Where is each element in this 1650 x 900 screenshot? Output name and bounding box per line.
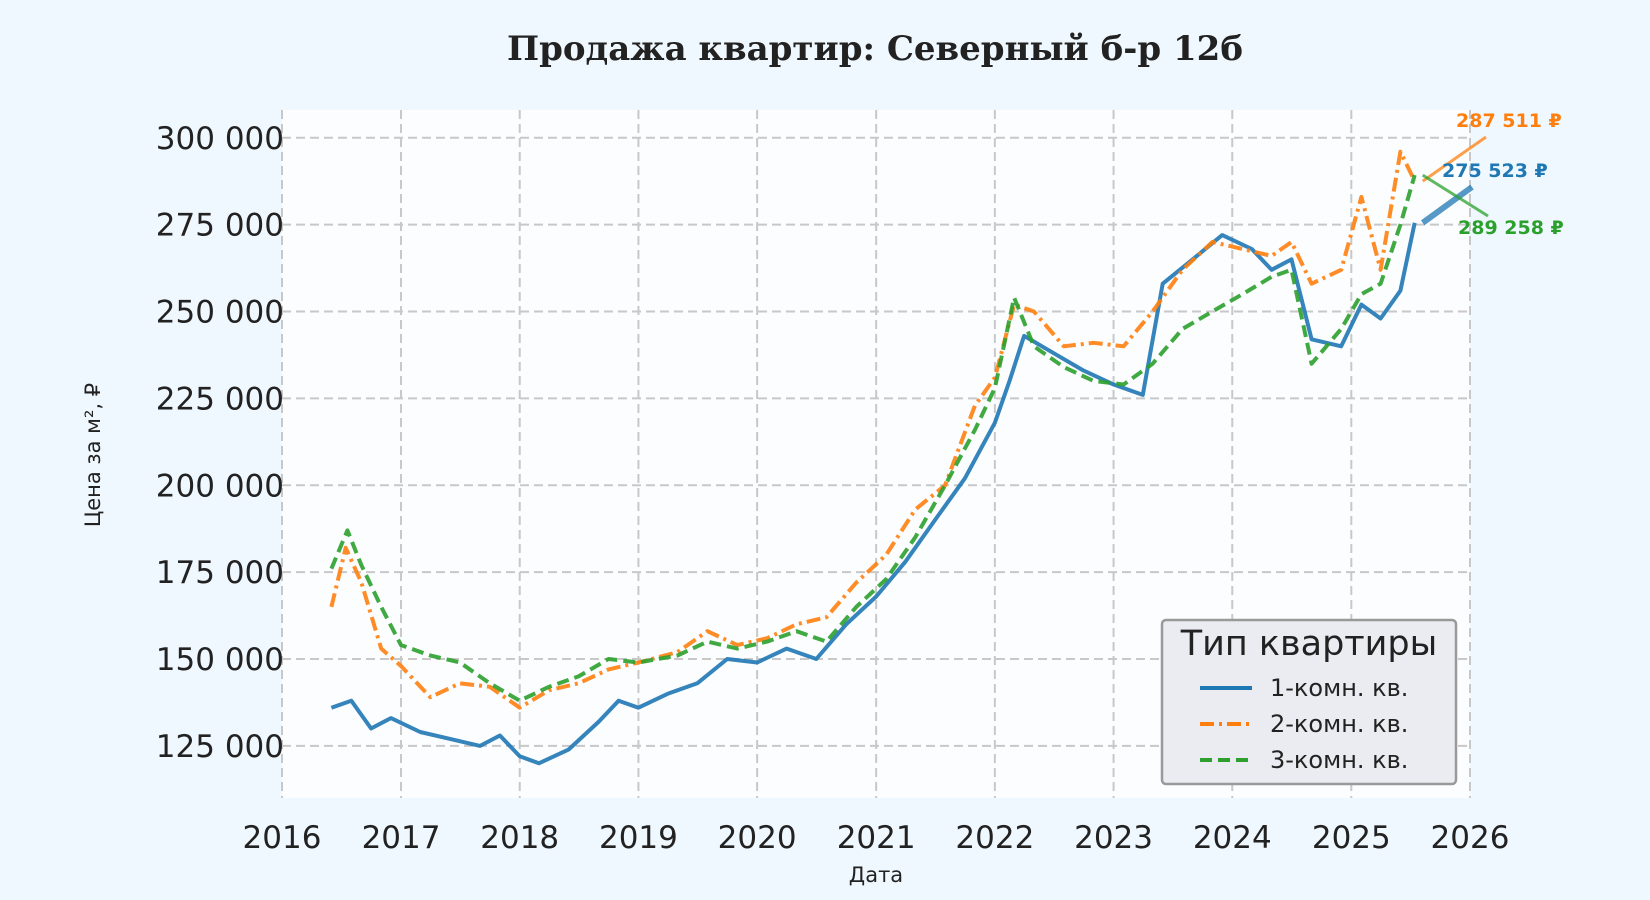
y-axis-ticks: 125 000 150 000 175 000 200 000 225 000 250 0… <box>156 121 284 765</box>
annotations: 287 511 ₽ 275 523 ₽ 289 258 ₽ <box>1420 110 1564 239</box>
y-tick-label: 250 000 <box>156 295 284 331</box>
y-tick-label: 300 000 <box>156 121 284 157</box>
x-axis-ticks: 2016 2017 2018 2019 2020 2021 2022 2023 2024 2025… <box>243 820 1510 856</box>
annotation-label: 289 258 ₽ <box>1458 217 1564 239</box>
y-tick-label: 125 000 <box>156 729 284 765</box>
legend-box <box>1160 618 1458 786</box>
series-lines <box>329 149 1417 766</box>
y-tick-label: 225 000 <box>156 381 284 417</box>
annotation-arrow <box>1421 173 1489 218</box>
x-tick-label: 2017 <box>362 820 441 856</box>
y-tick-label: 150 000 <box>156 642 284 678</box>
x-tick-label: 2018 <box>480 820 559 856</box>
legend-title: Тип квартиры <box>1180 624 1438 664</box>
y-axis-label: Цена за м², ₽ <box>81 383 105 527</box>
x-tick-label: 2024 <box>1193 820 1272 856</box>
x-tick-label: 2022 <box>955 820 1034 856</box>
annotation-arrow <box>1420 184 1474 226</box>
annotation-label: 275 523 ₽ <box>1442 160 1548 182</box>
annotation-label: 287 511 ₽ <box>1456 110 1562 132</box>
legend-label-2-room: 2-комн. кв. <box>1270 710 1408 738</box>
x-tick-label: 2021 <box>837 820 916 856</box>
x-tick-label: 2020 <box>718 820 797 856</box>
series-line-2-room <box>329 149 1417 710</box>
legend-label-1-room: 1-комн. кв. <box>1270 674 1408 702</box>
x-tick-label: 2025 <box>1312 820 1391 856</box>
chart-title: Продажа квартир: Северный б-р 12б <box>507 29 1243 69</box>
x-tick-label: 2026 <box>1431 820 1510 856</box>
x-axis-label: Дата <box>849 863 903 887</box>
y-tick-label: 175 000 <box>156 555 284 591</box>
y-tick-label: 200 000 <box>156 468 284 504</box>
x-tick-label: 2019 <box>599 820 678 856</box>
legend: Тип квартиры 1-комн. кв. 2-комн. кв. 3-к… <box>1160 618 1458 786</box>
series-line-1-room <box>330 222 1417 766</box>
annotation-arrow <box>1421 135 1487 183</box>
y-tick-label: 275 000 <box>156 208 284 244</box>
x-tick-label: 2023 <box>1074 820 1153 856</box>
x-tick-label: 2016 <box>243 820 322 856</box>
series-line-3-room <box>329 174 1417 703</box>
legend-label-3-room: 3-комн. кв. <box>1270 746 1408 774</box>
